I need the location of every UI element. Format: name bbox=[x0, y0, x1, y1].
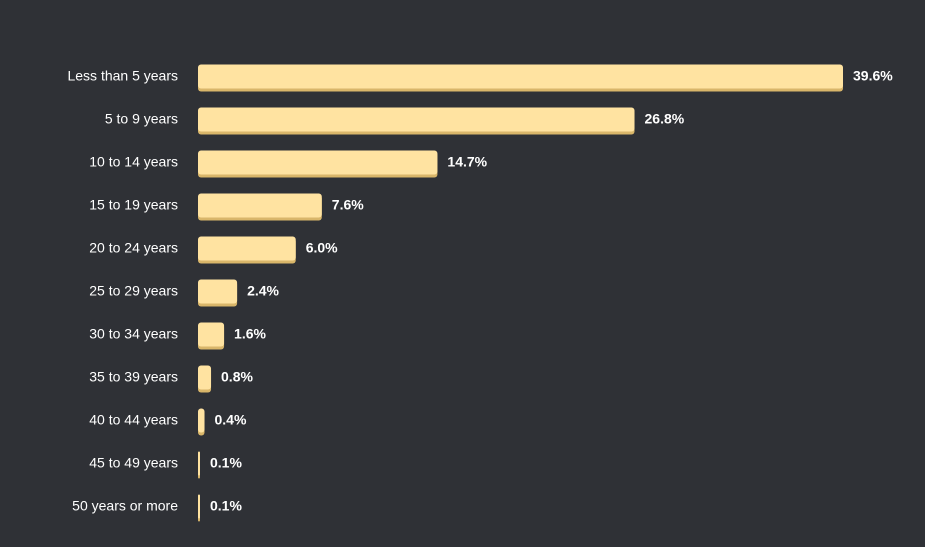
value-label: 0.1% bbox=[210, 455, 242, 471]
category-label: 40 to 44 years bbox=[89, 412, 178, 428]
bar-row: 50 years or more 0.1% bbox=[72, 494, 242, 522]
bar-row: 40 to 44 years 0.4% bbox=[89, 408, 247, 436]
value-label: 6.0% bbox=[306, 240, 338, 256]
bar bbox=[198, 365, 212, 390]
bar-row: 5 to 9 years 26.8% bbox=[105, 107, 685, 135]
bar-row: 15 to 19 years 7.6% bbox=[89, 193, 364, 221]
value-label: 14.7% bbox=[447, 154, 487, 170]
category-label: 10 to 14 years bbox=[89, 154, 178, 170]
value-label: 0.4% bbox=[215, 412, 247, 428]
bar-row: 10 to 14 years 14.7% bbox=[89, 150, 488, 178]
category-label: 25 to 29 years bbox=[89, 283, 178, 299]
value-label: 1.6% bbox=[234, 326, 266, 342]
value-label: 0.1% bbox=[210, 498, 242, 514]
bar bbox=[198, 236, 296, 261]
bar-row: Less than 5 years 39.6% bbox=[67, 64, 893, 92]
category-label: 15 to 19 years bbox=[89, 197, 178, 213]
value-label: 7.6% bbox=[332, 197, 364, 213]
bar-row: 30 to 34 years 1.6% bbox=[89, 322, 267, 350]
bar bbox=[198, 64, 843, 89]
bar-row: 20 to 24 years 6.0% bbox=[89, 236, 338, 264]
category-label: 35 to 39 years bbox=[89, 369, 178, 385]
value-label: 2.4% bbox=[247, 283, 279, 299]
value-label: 39.6% bbox=[853, 68, 893, 84]
bar bbox=[198, 107, 635, 132]
bar-row: 35 to 39 years 0.8% bbox=[89, 365, 253, 393]
category-label: 5 to 9 years bbox=[105, 111, 178, 127]
bar-row: 45 to 49 years 0.1% bbox=[89, 451, 242, 479]
bar bbox=[198, 451, 200, 476]
value-label: 26.8% bbox=[645, 111, 685, 127]
bar bbox=[198, 193, 322, 218]
bar bbox=[198, 279, 238, 304]
bar bbox=[198, 322, 225, 347]
bar bbox=[198, 408, 205, 433]
category-label: 30 to 34 years bbox=[89, 326, 178, 342]
bar bbox=[198, 494, 200, 519]
category-label: 20 to 24 years bbox=[89, 240, 178, 256]
bar-row: 25 to 29 years 2.4% bbox=[89, 279, 280, 307]
value-label: 0.8% bbox=[221, 369, 253, 385]
category-label: 45 to 49 years bbox=[89, 455, 178, 471]
category-label: Less than 5 years bbox=[67, 68, 178, 84]
bar bbox=[198, 150, 438, 175]
category-label: 50 years or more bbox=[72, 498, 178, 514]
